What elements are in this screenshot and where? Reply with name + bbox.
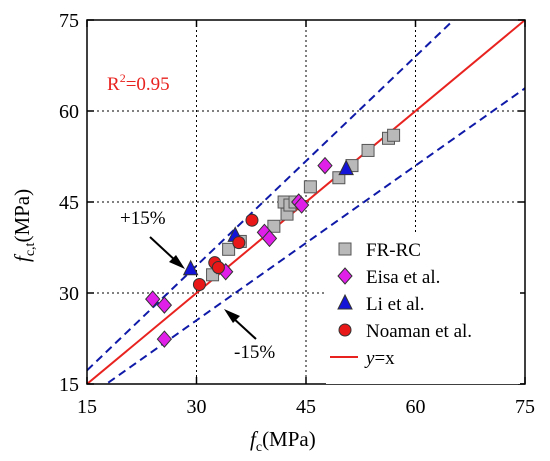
- data-point-triangle: [182, 259, 199, 276]
- y-tick-label: 30: [59, 283, 79, 305]
- minus-15-annotation: -15%: [234, 342, 275, 363]
- plus-15-annotation: +15%: [120, 208, 166, 229]
- data-point-circle: [245, 213, 259, 227]
- data-point-square: [361, 143, 375, 157]
- legend: FR-RC Eisa et al. Li et al. Noaman et al. y=…: [326, 234, 520, 384]
- bound-line-minus-15: [104, 87, 525, 384]
- data-point-circle: [232, 236, 246, 250]
- y-tick-label: 75: [59, 10, 79, 32]
- legend-label: y=x: [364, 348, 395, 369]
- legend-marker-diamond: [337, 267, 353, 285]
- x-tick-label: 30: [187, 396, 207, 418]
- data-point-circle: [192, 278, 206, 292]
- data-point-diamond: [317, 156, 333, 175]
- data-point-diamond: [156, 330, 173, 348]
- data-point-circle: [211, 261, 225, 275]
- legend-marker-triangle: [337, 293, 353, 310]
- legend-label: Li et al.: [366, 294, 425, 315]
- data-point-square: [303, 180, 317, 194]
- legend-label: Noaman et al.: [366, 321, 472, 342]
- x-tick-label: 15: [77, 396, 97, 418]
- plus-15-arrow: [149, 236, 178, 263]
- data-point-diamond: [145, 290, 161, 308]
- bound-line-plus-15: [87, 20, 456, 372]
- data-points: [145, 128, 401, 348]
- data-point-diamond: [156, 296, 173, 314]
- data-point-square: [267, 219, 281, 233]
- x-tick-label: 45: [296, 396, 316, 418]
- legend-box: [326, 234, 520, 384]
- data-point-diamond: [293, 196, 310, 214]
- data-point-diamond: [261, 229, 278, 248]
- r2-annotation: R2=0.95: [107, 71, 170, 95]
- minus-15-arrowhead: [224, 309, 240, 323]
- y-tick-label: 45: [59, 192, 79, 214]
- x-tick-label: 60: [406, 396, 426, 418]
- legend-marker-circle: [338, 323, 352, 337]
- plus-15-arrowhead: [169, 255, 185, 269]
- y-tick-label: 60: [59, 101, 79, 123]
- x-tick-label: 75: [515, 396, 535, 418]
- data-point-square: [222, 242, 236, 256]
- data-point-square: [387, 128, 401, 142]
- minus-15-arrow: [231, 316, 257, 340]
- data-point-triangle: [338, 159, 354, 176]
- y-tick-label: 15: [59, 374, 79, 396]
- legend-label: FR-RC: [366, 240, 421, 261]
- legend-marker-square: [338, 242, 352, 256]
- x-axis-label: fc(MPa): [250, 427, 316, 455]
- legend-label: Eisa et al.: [366, 267, 440, 288]
- y-axis-label: fc,t(MPa): [10, 189, 38, 262]
